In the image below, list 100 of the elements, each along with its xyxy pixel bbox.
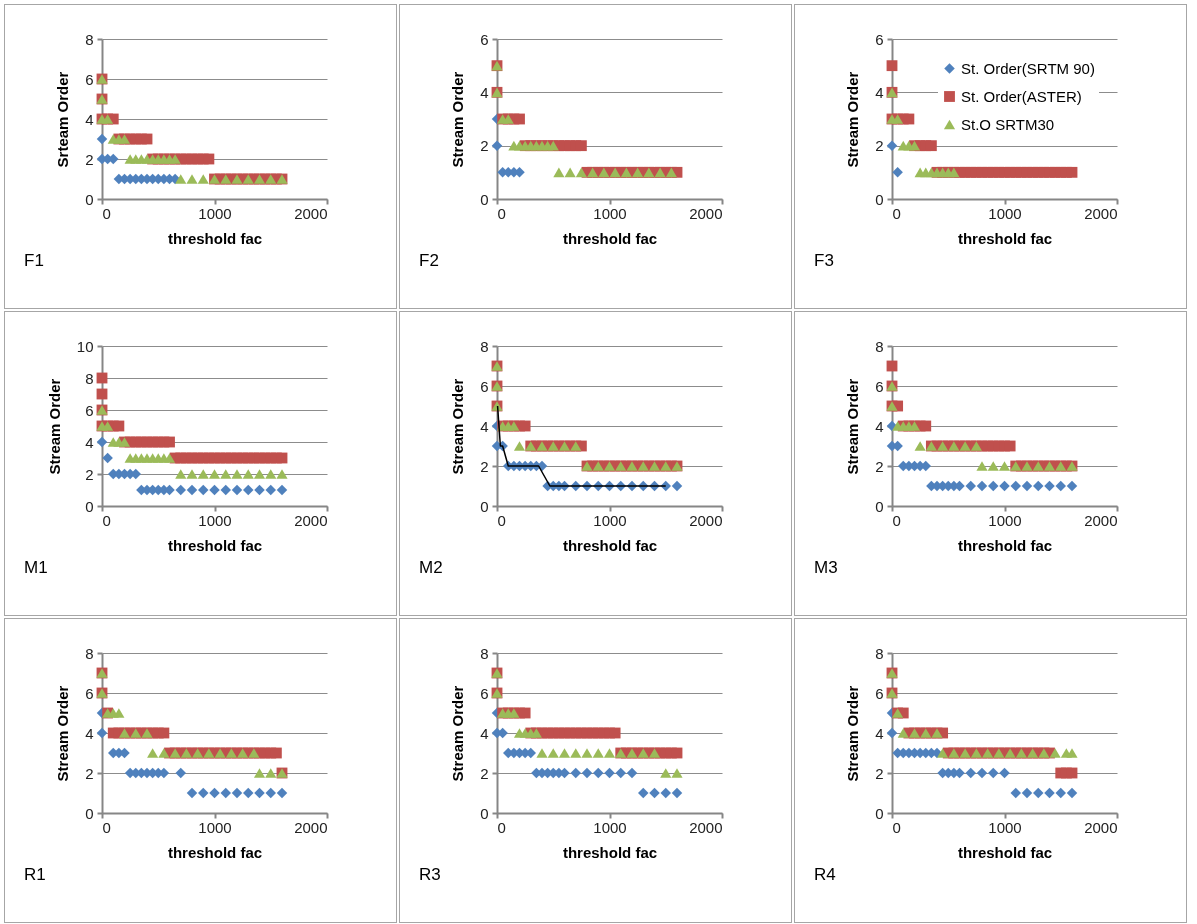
y-axis-title: Srteam Order: [54, 71, 72, 168]
text: R4: [814, 865, 836, 884]
y-tick-label: 0: [875, 497, 884, 515]
y-tick-label: 4: [875, 724, 884, 742]
y-tick-label: 6: [85, 70, 94, 88]
y-tick-label: 8: [85, 30, 94, 48]
y-tick-label: 0: [480, 804, 489, 822]
y-axis-title: Stream Order: [449, 378, 467, 475]
y-tick-label: 4: [85, 724, 94, 742]
y-tick-label: 2: [85, 465, 94, 483]
y-tick-label: 2: [85, 150, 94, 168]
x-tick-label: 0: [892, 818, 901, 836]
y-tick-label: 2: [480, 137, 489, 155]
y-tick-label: 2: [480, 764, 489, 782]
text: M3: [814, 558, 838, 577]
y-axis-title: Stream Order: [844, 71, 862, 168]
legend-label: St.O SRTM30: [961, 115, 1055, 133]
y-axis-title: Stream Order: [45, 378, 63, 475]
y-tick-label: 4: [85, 110, 94, 128]
text: R3: [419, 865, 441, 884]
x-tick-label: 2000: [294, 511, 328, 529]
y-axis-title: Stream Order: [449, 71, 467, 168]
y-tick-label: 0: [85, 190, 94, 208]
x-tick-label: 1000: [198, 818, 232, 836]
text: F2: [419, 251, 439, 270]
x-tick-label: 2000: [1084, 204, 1118, 222]
y-tick-label: 6: [480, 684, 489, 702]
text: R1: [24, 865, 46, 884]
y-tick-label: 4: [480, 83, 489, 101]
x-tick-label: 2000: [294, 818, 328, 836]
y-tick-label: 8: [85, 369, 94, 387]
x-tick-label: 1000: [593, 511, 627, 529]
y-tick-label: 4: [480, 417, 489, 435]
y-tick-label: 4: [875, 417, 884, 435]
y-tick-label: 4: [85, 433, 94, 451]
x-tick-label: 1000: [988, 511, 1022, 529]
x-axis-title: threshold fac: [167, 843, 263, 861]
x-tick-label: 2000: [294, 204, 328, 222]
y-tick-label: 6: [875, 684, 884, 702]
y-tick-label: 2: [480, 457, 489, 475]
y-axis-title: Stream Order: [844, 685, 862, 782]
x-tick-label: 0: [497, 204, 506, 222]
y-tick-label: 8: [480, 337, 489, 355]
y-tick-label: 6: [85, 684, 94, 702]
y-tick-label: 6: [480, 30, 489, 48]
y-tick-label: 8: [875, 644, 884, 662]
text: F3: [814, 251, 834, 270]
y-tick-label: 0: [875, 804, 884, 822]
x-tick-label: 0: [892, 204, 901, 222]
y-tick-label: 10: [76, 337, 94, 355]
y-tick-label: 0: [85, 804, 94, 822]
y-tick-label: 8: [85, 644, 94, 662]
x-tick-label: 1000: [198, 204, 232, 222]
x-tick-label: 0: [102, 204, 111, 222]
x-tick-label: 0: [497, 818, 506, 836]
x-tick-label: 1000: [593, 204, 627, 222]
y-tick-label: 0: [85, 497, 94, 515]
x-axis-title: threshold fac: [167, 536, 263, 554]
y-tick-label: 2: [875, 457, 884, 475]
y-tick-label: 2: [875, 137, 884, 155]
x-tick-label: 2000: [689, 204, 723, 222]
x-axis-title: threshold fac: [957, 536, 1053, 554]
x-tick-label: 2000: [1084, 511, 1118, 529]
y-axis-title: Stream Order: [449, 685, 467, 782]
x-tick-label: 0: [497, 511, 506, 529]
text: M2: [419, 558, 443, 577]
x-tick-label: 2000: [1084, 818, 1118, 836]
y-tick-label: 6: [480, 377, 489, 395]
x-tick-label: 0: [102, 818, 111, 836]
y-tick-label: 8: [480, 644, 489, 662]
y-tick-label: 6: [85, 401, 94, 419]
x-tick-label: 2000: [689, 511, 723, 529]
y-tick-label: 4: [480, 724, 489, 742]
y-axis-title: Stream Order: [54, 685, 72, 782]
x-tick-label: 2000: [689, 818, 723, 836]
y-axis-title: Stream Order: [844, 378, 862, 475]
x-axis-title: threshold fac: [957, 229, 1053, 247]
y-tick-label: 8: [875, 337, 884, 355]
y-tick-label: 2: [875, 764, 884, 782]
legend-label: St. Order(SRTM 90): [961, 59, 1095, 77]
x-tick-label: 0: [892, 511, 901, 529]
x-axis-title: threshold fac: [562, 843, 658, 861]
x-tick-label: 1000: [988, 818, 1022, 836]
y-tick-label: 6: [875, 30, 884, 48]
x-axis-title: threshold fac: [562, 229, 658, 247]
y-tick-label: 6: [875, 377, 884, 395]
x-tick-label: 1000: [198, 511, 232, 529]
y-tick-label: 0: [480, 190, 489, 208]
text: M1: [24, 558, 48, 577]
x-axis-title: threshold fac: [957, 843, 1053, 861]
x-tick-label: 1000: [593, 818, 627, 836]
x-tick-label: 1000: [988, 204, 1022, 222]
legend-label: St. Order(ASTER): [961, 87, 1082, 105]
y-tick-label: 0: [875, 190, 884, 208]
y-tick-label: 2: [85, 764, 94, 782]
y-tick-label: 0: [480, 497, 489, 515]
x-axis-title: threshold fac: [167, 229, 263, 247]
text: F1: [24, 251, 44, 270]
x-tick-label: 0: [102, 511, 111, 529]
x-axis-title: threshold fac: [562, 536, 658, 554]
